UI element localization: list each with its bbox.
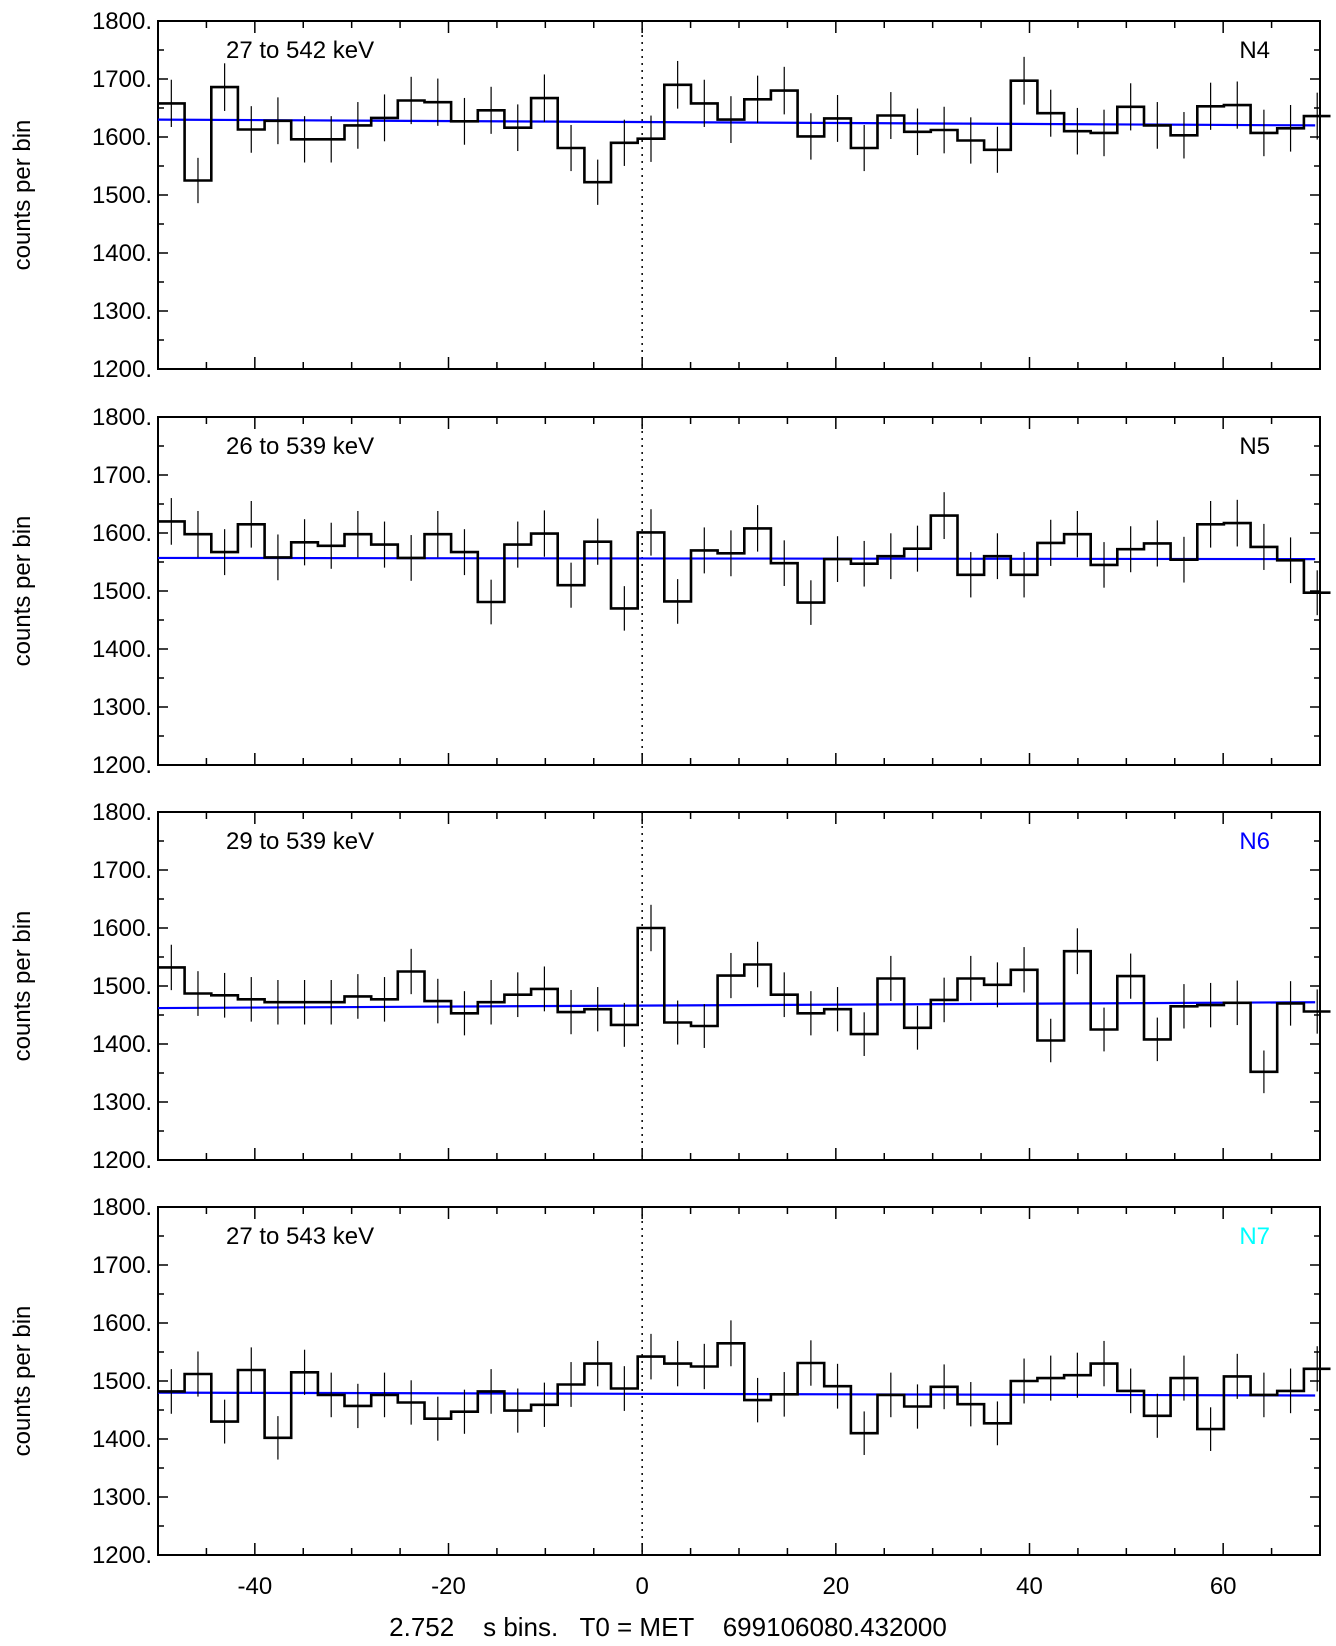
x-tick-label: -40 bbox=[237, 1573, 272, 1600]
panel-n6: 1200. 1300. 1400. 1500. 1600. 1700. 1800. count… bbox=[9, 799, 1331, 1174]
y-tick-label: 1200. bbox=[92, 356, 152, 383]
detector-label: N5 bbox=[1239, 433, 1270, 460]
y-tick-label: 1600. bbox=[92, 915, 152, 942]
plot-frame bbox=[157, 20, 1321, 370]
x-tick-label: 40 bbox=[1016, 1573, 1043, 1600]
y-tick-label: 1700. bbox=[92, 1252, 152, 1279]
plot-frame bbox=[157, 1206, 1321, 1556]
plot-frame bbox=[157, 811, 1321, 1161]
x-tick-label: -20 bbox=[431, 1573, 466, 1600]
y-tick-label: 1600. bbox=[92, 520, 152, 547]
y-tick-label: 1200. bbox=[92, 752, 152, 779]
y-tick-label: 1800. bbox=[92, 404, 152, 431]
counts-histogram bbox=[158, 79, 1331, 184]
counts-histogram bbox=[158, 926, 1331, 1074]
y-axis-label: counts per bin bbox=[9, 120, 36, 271]
background-fit-line bbox=[157, 1391, 1316, 1397]
detector-label: N7 bbox=[1239, 1223, 1270, 1250]
detector-label: N4 bbox=[1239, 37, 1270, 64]
panels: 1200. 1300. 1400. 1500. 1600. 1700. 1800. count… bbox=[9, 8, 1331, 1569]
energy-range-label: 27 to 542 keV bbox=[226, 37, 374, 64]
x-tick-label: 60 bbox=[1210, 1573, 1237, 1600]
y-tick-label: 1200. bbox=[92, 1147, 152, 1174]
y-tick-label: 1400. bbox=[92, 1426, 152, 1453]
background-fit-line bbox=[157, 118, 1316, 127]
energy-range-label: 29 to 539 keV bbox=[226, 828, 374, 855]
y-tick-label: 1300. bbox=[92, 1089, 152, 1116]
y-tick-label: 1600. bbox=[92, 124, 152, 151]
panel-n4: 1200. 1300. 1400. 1500. 1600. 1700. 1800. count… bbox=[9, 8, 1331, 383]
y-tick-label: 1800. bbox=[92, 799, 152, 826]
y-tick-label: 1800. bbox=[92, 1194, 152, 1221]
energy-range-label: 26 to 539 keV bbox=[226, 433, 374, 460]
y-tick-label: 1400. bbox=[92, 636, 152, 663]
y-tick-label: 1700. bbox=[92, 857, 152, 884]
y-tick-label: 1200. bbox=[92, 1542, 152, 1569]
background-fit-line bbox=[157, 556, 1316, 561]
y-tick-label: 1300. bbox=[92, 694, 152, 721]
y-tick-label: 1500. bbox=[92, 1368, 152, 1395]
y-tick-label: 1400. bbox=[92, 1031, 152, 1058]
panel-n5: 1200. 1300. 1400. 1500. 1600. 1700. 1800. count… bbox=[9, 404, 1331, 779]
y-tick-label: 1500. bbox=[92, 182, 152, 209]
y-axis-label: counts per bin bbox=[9, 516, 36, 667]
x-axis-caption: 2.752 s bins. T0 = MET 699106080.432000 bbox=[389, 1612, 947, 1642]
y-tick-label: 1800. bbox=[92, 8, 152, 35]
y-tick-label: 1700. bbox=[92, 462, 152, 489]
plot-frame bbox=[157, 416, 1321, 766]
detector-label: N6 bbox=[1239, 828, 1270, 855]
y-axis-label: counts per bin bbox=[9, 1306, 36, 1457]
counts-histogram bbox=[158, 1342, 1331, 1440]
y-axis-label: counts per bin bbox=[9, 911, 36, 1062]
x-axis: -40 -20 0 20 40 60 bbox=[237, 1573, 1236, 1600]
x-tick-label: 20 bbox=[822, 1573, 849, 1600]
y-tick-label: 1500. bbox=[92, 973, 152, 1000]
y-tick-label: 1700. bbox=[92, 66, 152, 93]
panel-n7: 1200. 1300. 1400. 1500. 1600. 1700. 1800. count… bbox=[9, 1194, 1331, 1569]
background-fit-line bbox=[157, 1001, 1316, 1010]
y-tick-label: 1300. bbox=[92, 1484, 152, 1511]
y-tick-label: 1500. bbox=[92, 578, 152, 605]
x-tick-label: 0 bbox=[635, 1573, 648, 1600]
y-tick-label: 1300. bbox=[92, 298, 152, 325]
counts-histogram bbox=[158, 514, 1331, 610]
y-tick-label: 1600. bbox=[92, 1310, 152, 1337]
energy-range-label: 27 to 543 keV bbox=[226, 1223, 374, 1250]
y-tick-label: 1400. bbox=[92, 240, 152, 267]
